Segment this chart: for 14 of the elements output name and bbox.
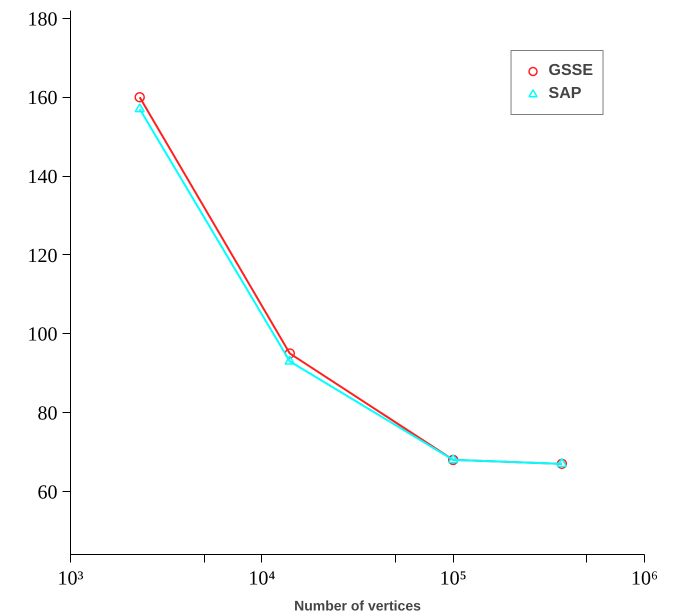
legend-label: GSSE [548,62,593,80]
y-tick-label: 180 [28,8,58,30]
y-tick-label: 160 [28,87,58,110]
y-tick-label: 60 [38,481,58,504]
x-tick-label: 10³ [58,568,84,590]
y-tick-label: 140 [28,166,58,188]
legend-label: SAP [548,85,582,103]
x-tick-label: 10⁴ [248,568,276,590]
y-tick-label: 100 [28,324,58,346]
x-axis-title: Number of vertices [294,598,422,614]
y-tick-label: 120 [28,244,58,267]
y-tick-label: 80 [38,402,58,425]
x-tick-label: 10⁶ [631,568,658,590]
x-tick-label: 10⁵ [440,568,467,590]
